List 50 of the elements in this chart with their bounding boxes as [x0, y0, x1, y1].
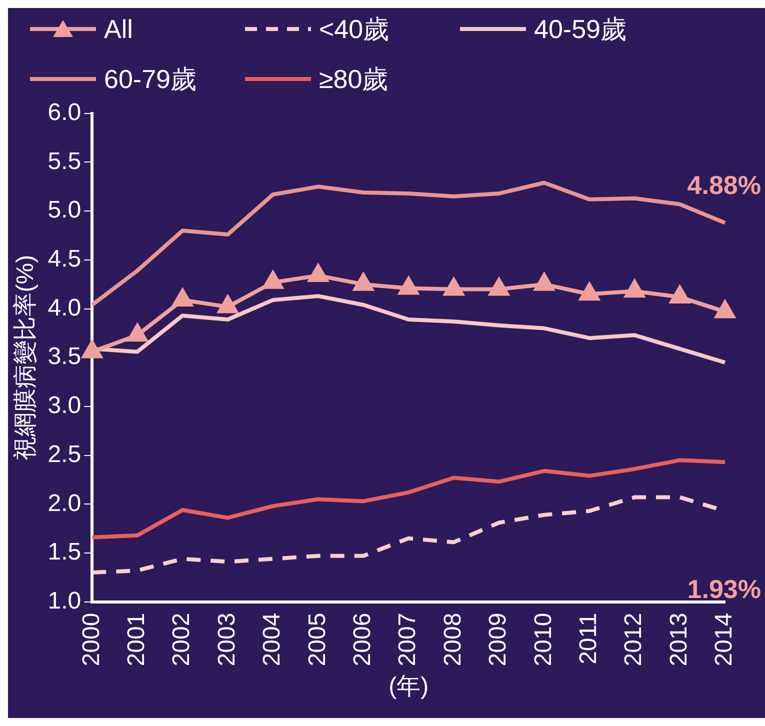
y-tick-label: 1.0 [48, 587, 82, 614]
x-tick-label: 2012 [620, 612, 648, 666]
annotation: 1.93% [687, 574, 761, 604]
y-tick-label: 4.0 [48, 294, 82, 322]
point [263, 271, 283, 289]
y-tick-label: 6.0 [48, 99, 82, 126]
x-tick-label: 2006 [349, 612, 376, 666]
point [534, 273, 554, 291]
point [580, 283, 600, 301]
x-tick-label: 2002 [168, 612, 196, 666]
point [354, 273, 374, 291]
point [670, 286, 690, 304]
point [218, 296, 238, 314]
point [308, 264, 328, 282]
point [398, 277, 418, 295]
x-tick-label: 2005 [304, 612, 331, 666]
y-axis-title: 視網膜病變比率(%) [12, 254, 40, 460]
y-tick-label: 2.0 [48, 490, 82, 517]
point [624, 280, 644, 298]
y-tick-label: 4.5 [48, 246, 82, 273]
x-tick-label: 2007 [394, 612, 422, 666]
x-tick-label: 2001 [122, 612, 150, 666]
x-tick-label: 2013 [665, 612, 692, 666]
y-tick-label: 5.0 [48, 196, 82, 224]
x-tick-label: 2000 [78, 612, 105, 666]
legend-label: 60-79歲 [104, 62, 196, 96]
point [172, 288, 192, 306]
annotation: 4.88% [687, 170, 761, 200]
y-tick-label: 2.5 [48, 440, 82, 468]
legend-label: All [104, 14, 133, 44]
legend-label: 40-59歲 [534, 12, 626, 46]
x-tick-label: 2003 [213, 612, 240, 666]
x-tick-label: 2008 [439, 612, 466, 666]
point [444, 278, 464, 296]
y-tick-label: 3.0 [48, 392, 82, 420]
y-tick-label: 1.5 [48, 538, 82, 566]
point [128, 324, 148, 342]
x-tick-label: 2011 [575, 612, 602, 664]
x-tick-label: 2009 [484, 612, 512, 666]
point [715, 300, 735, 318]
y-tick-label: 3.5 [48, 343, 82, 370]
x-tick-label: 2014 [710, 612, 738, 666]
y-tick-label: 5.5 [48, 148, 82, 175]
legend-label: <40歲 [319, 12, 390, 46]
x-tick-label: 2004 [258, 612, 286, 666]
x-tick-label: 2010 [530, 612, 557, 666]
x-axis-title: (年) [388, 673, 429, 700]
point [82, 340, 102, 358]
point [489, 278, 509, 296]
legend-label: ≥80歲 [319, 62, 388, 96]
